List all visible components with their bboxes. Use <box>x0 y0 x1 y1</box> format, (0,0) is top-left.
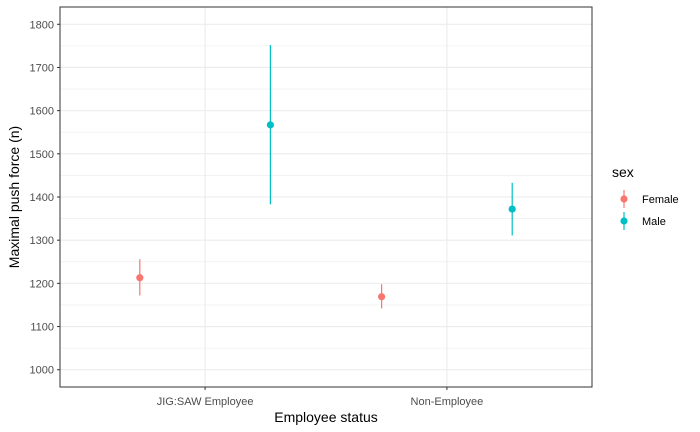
data-point <box>508 205 516 213</box>
y-tick-label: 1400 <box>30 192 54 204</box>
y-tick-label: 1700 <box>30 62 54 74</box>
y-tick-label: 1100 <box>30 322 54 334</box>
legend-key-point <box>620 217 628 225</box>
y-tick-label: 1800 <box>30 19 54 31</box>
y-axis-title: Maximal push force (n) <box>6 126 22 268</box>
y-tick-label: 1600 <box>30 106 54 118</box>
x-tick-label: Non-Employee <box>411 396 484 408</box>
gridlines <box>60 7 592 387</box>
legend-key-point <box>620 195 628 203</box>
legend-title: sex <box>612 164 634 180</box>
x-axis-title: Employee status <box>274 409 378 425</box>
y-tick-label: 1000 <box>30 365 54 377</box>
data-point <box>266 121 274 129</box>
y-tick-label: 1300 <box>30 235 54 247</box>
legend-item: Male <box>620 212 666 230</box>
data-point <box>136 274 144 282</box>
y-tick-label: 1500 <box>30 149 54 161</box>
x-tick-label: JIG:SAW Employee <box>157 396 254 408</box>
legend-item: Female <box>620 190 679 208</box>
x-axis: JIG:SAW Employee Non-Employee <box>157 387 484 408</box>
legend-label: Male <box>642 216 666 228</box>
data-point <box>378 293 386 301</box>
legend: sex Female Male <box>612 164 679 230</box>
legend-label: Female <box>642 194 679 206</box>
y-tick-label: 1200 <box>30 278 54 290</box>
data-points <box>136 121 516 301</box>
y-axis: 1000 1100 1200 1300 1400 1500 1600 1700 1800 <box>30 19 60 377</box>
